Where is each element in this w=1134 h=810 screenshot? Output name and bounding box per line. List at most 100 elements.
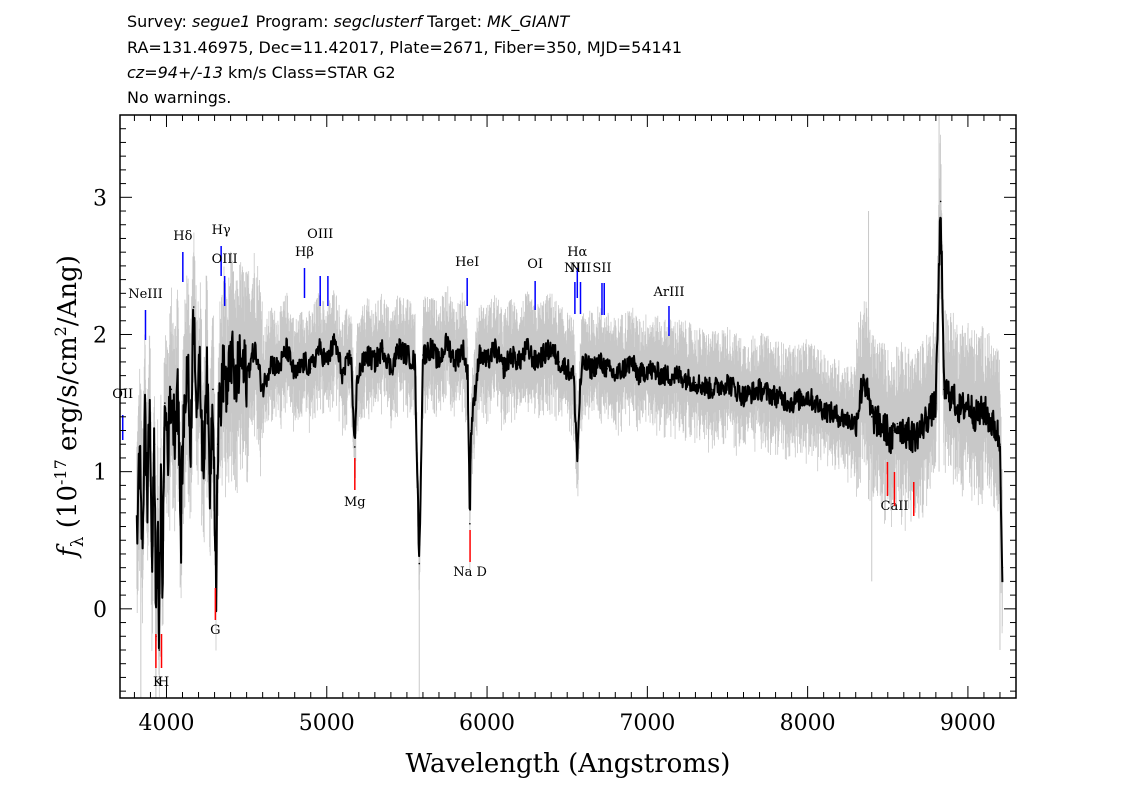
data-point bbox=[205, 361, 208, 363]
data-point bbox=[710, 388, 713, 391]
data-point bbox=[630, 361, 633, 363]
data-point bbox=[161, 580, 164, 583]
data-point bbox=[158, 649, 161, 651]
data-point bbox=[216, 443, 219, 446]
data-point bbox=[189, 443, 192, 446]
emission-line-label: OIII bbox=[307, 227, 333, 242]
header-line-1: Survey: segue1 Program: segclusterf Targ… bbox=[127, 12, 569, 31]
data-point bbox=[566, 367, 568, 370]
data-point bbox=[398, 347, 400, 350]
data-point bbox=[186, 361, 189, 363]
data-point bbox=[902, 429, 905, 432]
spectrum-line bbox=[135, 216, 1004, 650]
emission-line-label: SII bbox=[592, 261, 611, 276]
data-point bbox=[382, 347, 384, 350]
axes: 4000 5000 6000 7000 8000 9000 0 1 2 3 bbox=[93, 114, 1017, 736]
emission-line-label: Hβ bbox=[295, 245, 314, 260]
data-point bbox=[218, 402, 221, 404]
data-point bbox=[967, 402, 969, 404]
data-point bbox=[184, 402, 186, 404]
data-point bbox=[995, 429, 998, 432]
data-point bbox=[438, 361, 440, 363]
data-point bbox=[234, 388, 237, 391]
data-point bbox=[518, 361, 520, 363]
data-point bbox=[303, 361, 306, 363]
data-point bbox=[838, 415, 841, 418]
data-point bbox=[366, 354, 368, 356]
data-point bbox=[418, 562, 421, 565]
target-label: Target: bbox=[427, 12, 482, 31]
data-point bbox=[862, 374, 865, 377]
data-point bbox=[774, 395, 777, 398]
survey-value: segue1 bbox=[191, 12, 251, 31]
data-point bbox=[896, 422, 899, 425]
data-point bbox=[462, 347, 464, 350]
data-point bbox=[350, 354, 352, 356]
redshift-value: cz=94+/-13 bbox=[127, 63, 223, 82]
noise-band-path bbox=[136, 134, 1003, 698]
data-point bbox=[354, 446, 356, 448]
data-point bbox=[526, 347, 528, 350]
data-point bbox=[572, 374, 575, 377]
data-point bbox=[638, 374, 641, 377]
y-tick-label: 2 bbox=[93, 323, 107, 348]
data-point bbox=[446, 340, 448, 343]
data-point bbox=[486, 361, 488, 363]
data-point bbox=[999, 443, 1001, 446]
emission-line-label: NeIII bbox=[128, 287, 162, 302]
data-point bbox=[1001, 566, 1004, 569]
data-point bbox=[614, 374, 617, 377]
data-point bbox=[144, 415, 146, 418]
data-point bbox=[510, 354, 512, 356]
data-point bbox=[180, 539, 182, 542]
data-point bbox=[414, 361, 416, 363]
data-point bbox=[558, 361, 560, 363]
x-tick-label: 4000 bbox=[138, 711, 194, 736]
data-point bbox=[878, 422, 881, 425]
emission-line-label: Hδ bbox=[173, 229, 192, 244]
program-label: Program: bbox=[255, 12, 329, 31]
data-point bbox=[208, 484, 211, 487]
data-point bbox=[927, 415, 929, 418]
data-point bbox=[325, 361, 328, 363]
data-point bbox=[196, 402, 198, 404]
data-point bbox=[139, 457, 141, 459]
emission-line-label: OII bbox=[112, 387, 133, 402]
data-point bbox=[406, 354, 408, 356]
data-point bbox=[156, 498, 159, 500]
survey-label: Survey: bbox=[127, 12, 187, 31]
data-point bbox=[919, 429, 921, 432]
data-point bbox=[726, 381, 729, 384]
data-point bbox=[582, 361, 585, 363]
data-point bbox=[341, 374, 344, 377]
data-point bbox=[226, 402, 229, 404]
data-point bbox=[470, 429, 472, 432]
data-point bbox=[806, 395, 809, 398]
data-point bbox=[390, 367, 392, 370]
data-point bbox=[678, 374, 681, 377]
data-point bbox=[943, 388, 945, 391]
data-point bbox=[164, 402, 166, 404]
data-point bbox=[886, 429, 889, 432]
data-point bbox=[912, 436, 915, 439]
data-point bbox=[959, 409, 961, 411]
data-point bbox=[148, 402, 151, 404]
data-point bbox=[153, 443, 156, 446]
data-point bbox=[502, 367, 504, 370]
x-tick-label: 5000 bbox=[299, 711, 355, 736]
data-point bbox=[478, 354, 480, 356]
data-point bbox=[199, 374, 201, 377]
y-tick-label: 0 bbox=[93, 598, 107, 623]
absorption-line-label: H bbox=[158, 675, 169, 690]
data-point bbox=[991, 422, 993, 425]
data-point bbox=[758, 388, 761, 391]
data-point bbox=[192, 306, 195, 308]
emission-line-label: Hα bbox=[567, 245, 587, 260]
data-point bbox=[576, 457, 579, 459]
data-point bbox=[170, 388, 173, 391]
data-point bbox=[374, 361, 376, 363]
data-point bbox=[870, 415, 873, 418]
class-text: km/s Class=STAR G2 bbox=[222, 63, 396, 82]
x-tick-label: 8000 bbox=[780, 711, 836, 736]
data-point bbox=[293, 374, 296, 377]
